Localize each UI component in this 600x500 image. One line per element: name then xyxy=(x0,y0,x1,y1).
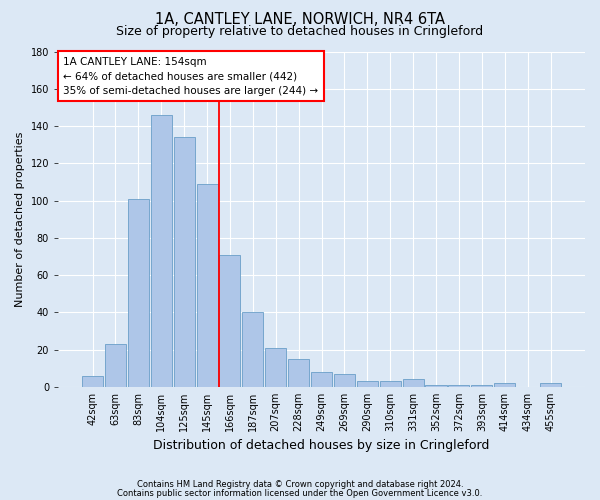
Text: 1A CANTLEY LANE: 154sqm
← 64% of detached houses are smaller (442)
35% of semi-d: 1A CANTLEY LANE: 154sqm ← 64% of detache… xyxy=(64,56,319,96)
Bar xyxy=(471,385,493,387)
Text: 1A, CANTLEY LANE, NORWICH, NR4 6TA: 1A, CANTLEY LANE, NORWICH, NR4 6TA xyxy=(155,12,445,28)
Bar xyxy=(311,372,332,387)
Text: Contains public sector information licensed under the Open Government Licence v3: Contains public sector information licen… xyxy=(118,489,482,498)
Bar xyxy=(540,383,561,387)
Bar xyxy=(494,383,515,387)
Bar xyxy=(380,382,401,387)
Bar xyxy=(403,380,424,387)
Text: Contains HM Land Registry data © Crown copyright and database right 2024.: Contains HM Land Registry data © Crown c… xyxy=(137,480,463,489)
Bar xyxy=(334,374,355,387)
Bar xyxy=(173,137,194,387)
Bar xyxy=(425,385,446,387)
Bar xyxy=(242,312,263,387)
Bar xyxy=(197,184,218,387)
Bar xyxy=(220,254,241,387)
Y-axis label: Number of detached properties: Number of detached properties xyxy=(15,132,25,307)
Bar xyxy=(288,359,309,387)
Bar xyxy=(128,198,149,387)
Bar xyxy=(357,382,378,387)
Bar xyxy=(82,376,103,387)
Bar xyxy=(151,115,172,387)
X-axis label: Distribution of detached houses by size in Cringleford: Distribution of detached houses by size … xyxy=(154,440,490,452)
Text: Size of property relative to detached houses in Cringleford: Size of property relative to detached ho… xyxy=(116,25,484,38)
Bar xyxy=(265,348,286,387)
Bar xyxy=(448,385,469,387)
Bar xyxy=(105,344,126,387)
